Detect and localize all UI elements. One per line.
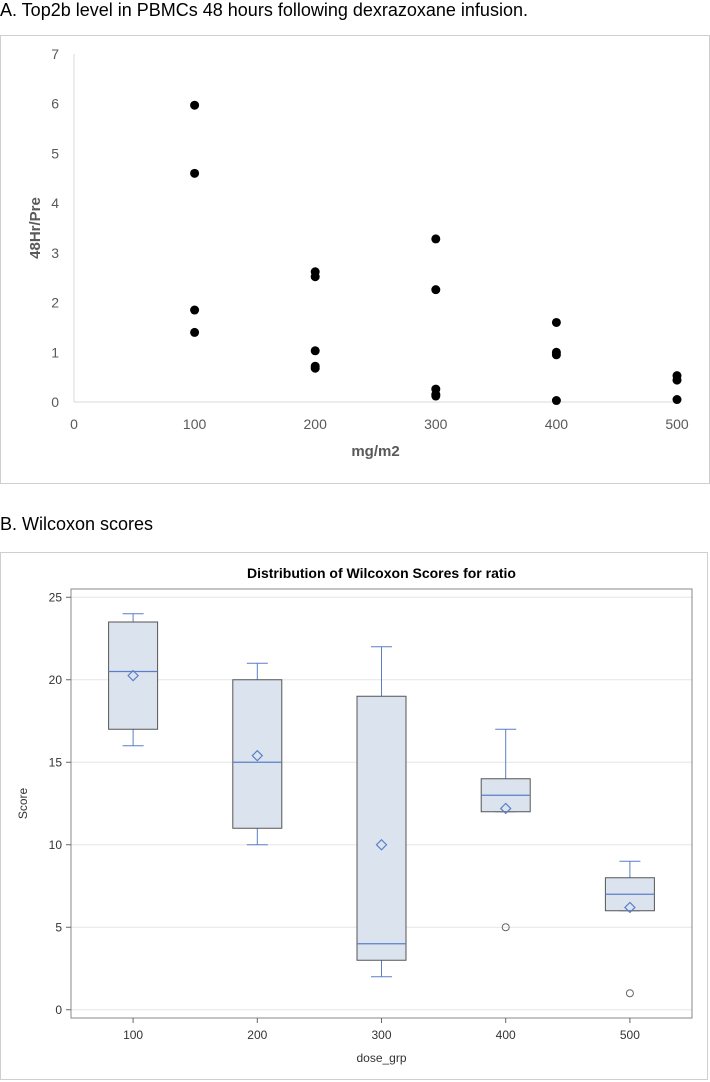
y-tick-label: 25 [49,590,63,604]
mean-marker [375,838,388,851]
data-point [551,317,561,327]
scatter-chart: 0 1 2 3 4 5 6 7 0 100 200 300 400 500 mg/m2 48Hr/Pre [27,46,689,460]
x-axis-label: dose_grp [356,1051,406,1065]
data-point [672,375,682,385]
data-point [551,396,561,406]
box-chart: Distribution of Wilcoxon Scores for rati… [16,565,693,1065]
x-tick-label: 200 [304,416,328,432]
iqr-box [108,621,159,730]
data-point [190,168,200,178]
y-tick-label: 1 [51,344,59,360]
y-tick-label: 6 [51,96,59,112]
y-tick-label: 20 [49,673,63,687]
data-point [310,363,320,373]
x-tick-label: 400 [496,1028,516,1042]
data-point [310,272,320,282]
chart-title: Distribution of Wilcoxon Scores for rati… [247,565,516,581]
x-tick-label: 300 [424,416,448,432]
y-tick-label: 0 [51,394,59,410]
mean-marker [127,669,139,682]
data-point [431,285,441,295]
x-tick-label: 500 [620,1028,640,1042]
mean-marker [251,749,264,762]
data-point [431,391,441,401]
x-tick-label: 200 [247,1028,267,1042]
data-point [190,305,200,315]
panel-a-title: A. Top2b level in PBMCs 48 hours followi… [0,0,528,20]
mean-marker [499,802,512,815]
box-300 [356,646,407,978]
data-point [190,100,200,110]
iqr-box [356,695,407,961]
x-axis-label: mg/m2 [351,443,399,460]
y-tick-label: 0 [55,1003,62,1017]
outlier-point [625,989,634,998]
x-tick-label: 100 [183,416,207,432]
box-200 [232,662,283,846]
box-500 [604,860,655,998]
data-point [551,350,561,360]
iqr-box [232,679,283,829]
data-point [190,327,200,337]
data-point [431,234,441,244]
box-400 [480,728,531,932]
y-tick-label: 2 [51,295,59,311]
y-tick-label: 4 [51,195,59,211]
data-point [672,395,682,405]
panel-b-title: B. Wilcoxon scores [0,514,154,534]
y-tick-label: 5 [51,145,59,161]
x-tick-label: 100 [123,1028,143,1042]
y-tick-label: 5 [55,920,62,934]
y-tick-label: 3 [51,245,59,261]
data-point [310,346,320,356]
y-axis-label: Score [16,788,30,820]
mean-marker [624,901,636,914]
x-tick-label: 0 [70,416,78,432]
y-tick-label: 7 [51,46,59,62]
x-tick-label: 500 [665,416,689,432]
x-tick-label: 400 [545,416,569,432]
y-axis-label: 48Hr/Pre [27,197,44,259]
outlier-point [501,923,510,932]
y-tick-label: 15 [49,755,63,769]
box-100 [108,613,159,747]
x-tick-label: 300 [371,1028,391,1042]
panel-b-frame [0,552,708,1080]
y-tick-label: 10 [49,838,63,852]
